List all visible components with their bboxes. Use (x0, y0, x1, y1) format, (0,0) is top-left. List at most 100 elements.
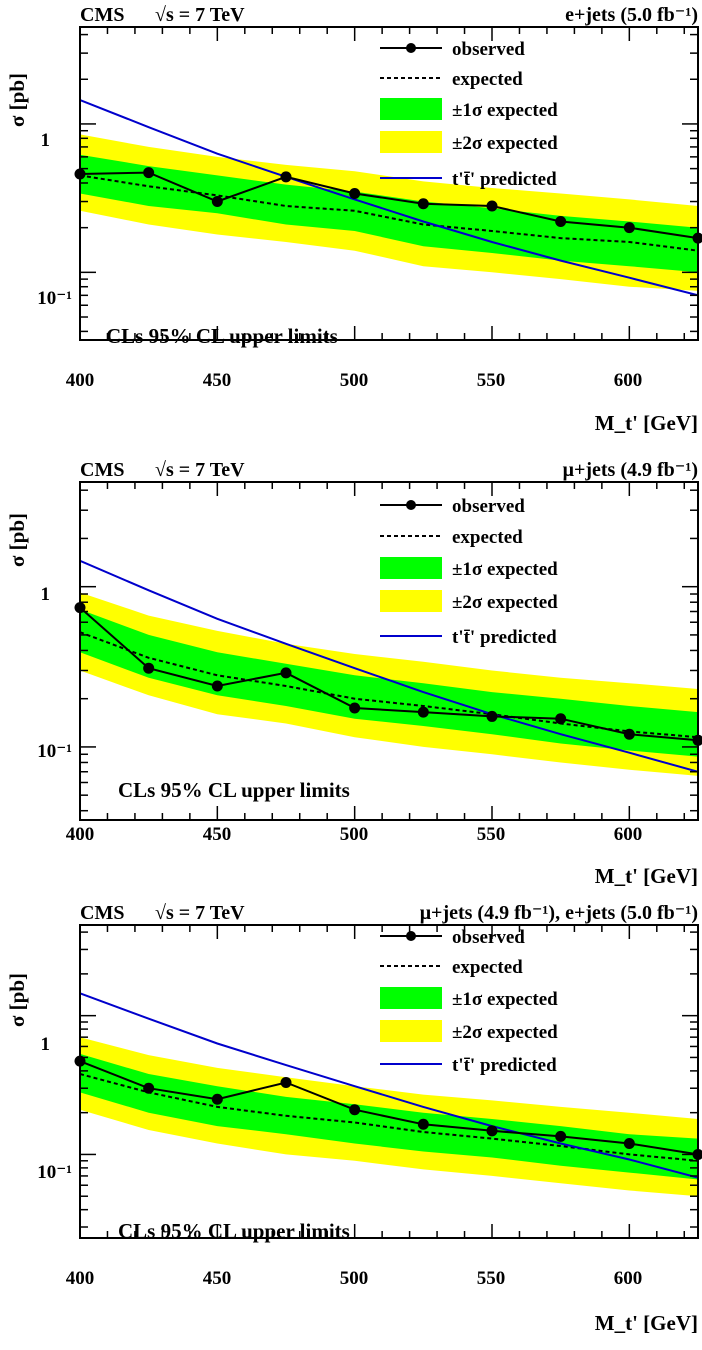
panel-3-x-tick-450: 450 (203, 1268, 232, 1289)
panel-3-legend-2sigma: ±2σ expected (452, 1022, 558, 1043)
panel-1-observed-points (74, 167, 702, 244)
panel-1-limits-annotation: CLs 95% CL upper limits (106, 324, 338, 348)
panel-1-x-axis-label: M_t' [GeV] (595, 411, 698, 435)
panel-3-legend-expected: expected (452, 957, 523, 978)
panel-1-legend: observed expected ±1σ expected ±2σ expec… (380, 39, 558, 190)
panel-3-y-tick-0.1: 10⁻¹ (37, 1162, 72, 1183)
panel-2-x-tick-450: 450 (203, 824, 232, 845)
panel-2-legend-expected: expected (452, 527, 523, 548)
observed-point (349, 1104, 361, 1116)
panel-3-legend: observed expected ±1σ expected ±2σ expec… (380, 927, 558, 1076)
panel-2-header-energy: √s = 7 TeV (155, 459, 245, 481)
panel-3-x-tick-550: 550 (477, 1268, 506, 1289)
observed-point (555, 713, 567, 725)
panel-1-x-tick-600: 600 (614, 370, 643, 391)
panel-2-y-axis-label: σ [pb] (5, 513, 29, 567)
observed-point (417, 198, 429, 210)
panel-3: CMS √s = 7 TeV μ+jets (4.9 fb⁻¹), e+jets… (5, 902, 702, 1335)
panel-1-y-axis-label: σ [pb] (5, 73, 29, 127)
panel-1-header-energy: √s = 7 TeV (155, 4, 245, 26)
observed-point (417, 1118, 429, 1130)
panel-1-header-cms: CMS (80, 4, 124, 26)
observed-point (623, 1137, 635, 1149)
panel-3-x-tick-400: 400 (66, 1268, 95, 1289)
observed-point (486, 200, 498, 212)
panel-1-y-tick-0.1: 10⁻¹ (37, 288, 72, 309)
panel-2: CMS √s = 7 TeV μ+jets (4.9 fb⁻¹) 400 450… (5, 459, 702, 888)
panel-2-legend-2sigma: ±2σ expected (452, 592, 558, 613)
panel-1-legend-observed: observed (452, 39, 525, 60)
observed-point (417, 706, 429, 718)
panel-1-header-channel: e+jets (5.0 fb⁻¹) (565, 4, 698, 26)
panel-3-legend-1sigma: ±1σ expected (452, 989, 558, 1010)
panel-3-limits-annotation: CLs 95% CL upper limits (118, 1219, 350, 1243)
panel-3-y-axis-label: σ [pb] (5, 973, 29, 1027)
panel-3-frame (79, 924, 699, 1239)
panel-1-x-tick-550: 550 (477, 370, 506, 391)
panel-2-x-tick-500: 500 (340, 824, 369, 845)
panel-2-ticks (79, 482, 698, 820)
observed-point (143, 662, 155, 674)
panel-3-x-tick-600: 600 (614, 1268, 643, 1289)
panel-1-x-tick-450: 450 (203, 370, 232, 391)
panel-2-legend-observed: observed (452, 496, 525, 517)
panel-2-x-axis-label: M_t' [GeV] (595, 864, 698, 888)
panel-1-x-tick-500: 500 (340, 370, 369, 391)
panel-1-ticks (79, 27, 698, 340)
panel-3-ticks (79, 925, 698, 1238)
panel-3-header-energy: √s = 7 TeV (155, 902, 245, 924)
observed-point (211, 1093, 223, 1105)
panel-1-predicted-line (80, 99, 698, 297)
observed-point (280, 1076, 292, 1088)
panel-2-header-channel: μ+jets (4.9 fb⁻¹) (563, 459, 698, 481)
observed-point (349, 187, 361, 199)
panel-1-band-1sigma (80, 154, 698, 273)
panel-3-legend-observed: observed (452, 927, 525, 948)
panel-1-legend-expected: expected (452, 69, 523, 90)
observed-point (555, 216, 567, 228)
observed-point (555, 1130, 567, 1142)
observed-point (143, 1082, 155, 1094)
observed-point (280, 171, 292, 183)
observed-point (486, 710, 498, 722)
panel-1: CMS √s = 7 TeV e+jets (5.0 fb⁻¹) 400 450… (5, 4, 702, 435)
panel-2-band-1sigma (80, 609, 698, 757)
panel-2-x-tick-400: 400 (66, 824, 95, 845)
panel-3-expected-line (80, 1073, 698, 1162)
panel-2-header-cms: CMS (80, 459, 124, 481)
panel-2-y-tick-1: 1 (41, 584, 51, 605)
panel-1-expected-line (80, 174, 698, 252)
panel-2-x-tick-550: 550 (477, 824, 506, 845)
panel-2-limits-annotation: CLs 95% CL upper limits (118, 778, 350, 802)
panel-3-observed-line (80, 1060, 698, 1156)
panel-3-predicted-line (80, 992, 698, 1179)
panel-3-y-tick-1: 1 (41, 1034, 51, 1055)
panel-1-legend-1sigma: ±1σ expected (452, 100, 558, 121)
panel-3-header-cms: CMS (80, 902, 124, 924)
panel-2-legend: observed expected ±1σ expected ±2σ expec… (380, 496, 558, 648)
panel-1-y-tick-1: 1 (41, 130, 51, 151)
panel-3-x-tick-500: 500 (340, 1268, 369, 1289)
panel-2-legend-predicted: t't̄' predicted (452, 627, 557, 648)
panel-1-legend-2sigma: ±2σ expected (452, 133, 558, 154)
observed-point (211, 680, 223, 692)
observed-point (349, 702, 361, 714)
panel-3-x-axis-label: M_t' [GeV] (595, 1311, 698, 1335)
observed-point (143, 167, 155, 179)
panel-2-observed-line (80, 606, 698, 742)
observed-point (623, 222, 635, 234)
observed-point (211, 196, 223, 208)
panel-2-predicted-line (80, 559, 698, 773)
panel-1-x-tick-400: 400 (66, 370, 95, 391)
observed-point (486, 1125, 498, 1137)
panel-2-y-tick-0.1: 10⁻¹ (37, 741, 72, 762)
panel-1-observed-line (80, 171, 698, 240)
panel-3-legend-predicted: t't̄' predicted (452, 1055, 557, 1076)
panel-2-x-tick-600: 600 (614, 824, 643, 845)
observed-point (623, 728, 635, 740)
panel-1-legend-predicted: t't̄' predicted (452, 169, 557, 190)
panel-3-header-channel: μ+jets (4.9 fb⁻¹), e+jets (5.0 fb⁻¹) (420, 902, 698, 924)
panel-2-legend-1sigma: ±1σ expected (452, 559, 558, 580)
observed-point (280, 667, 292, 679)
